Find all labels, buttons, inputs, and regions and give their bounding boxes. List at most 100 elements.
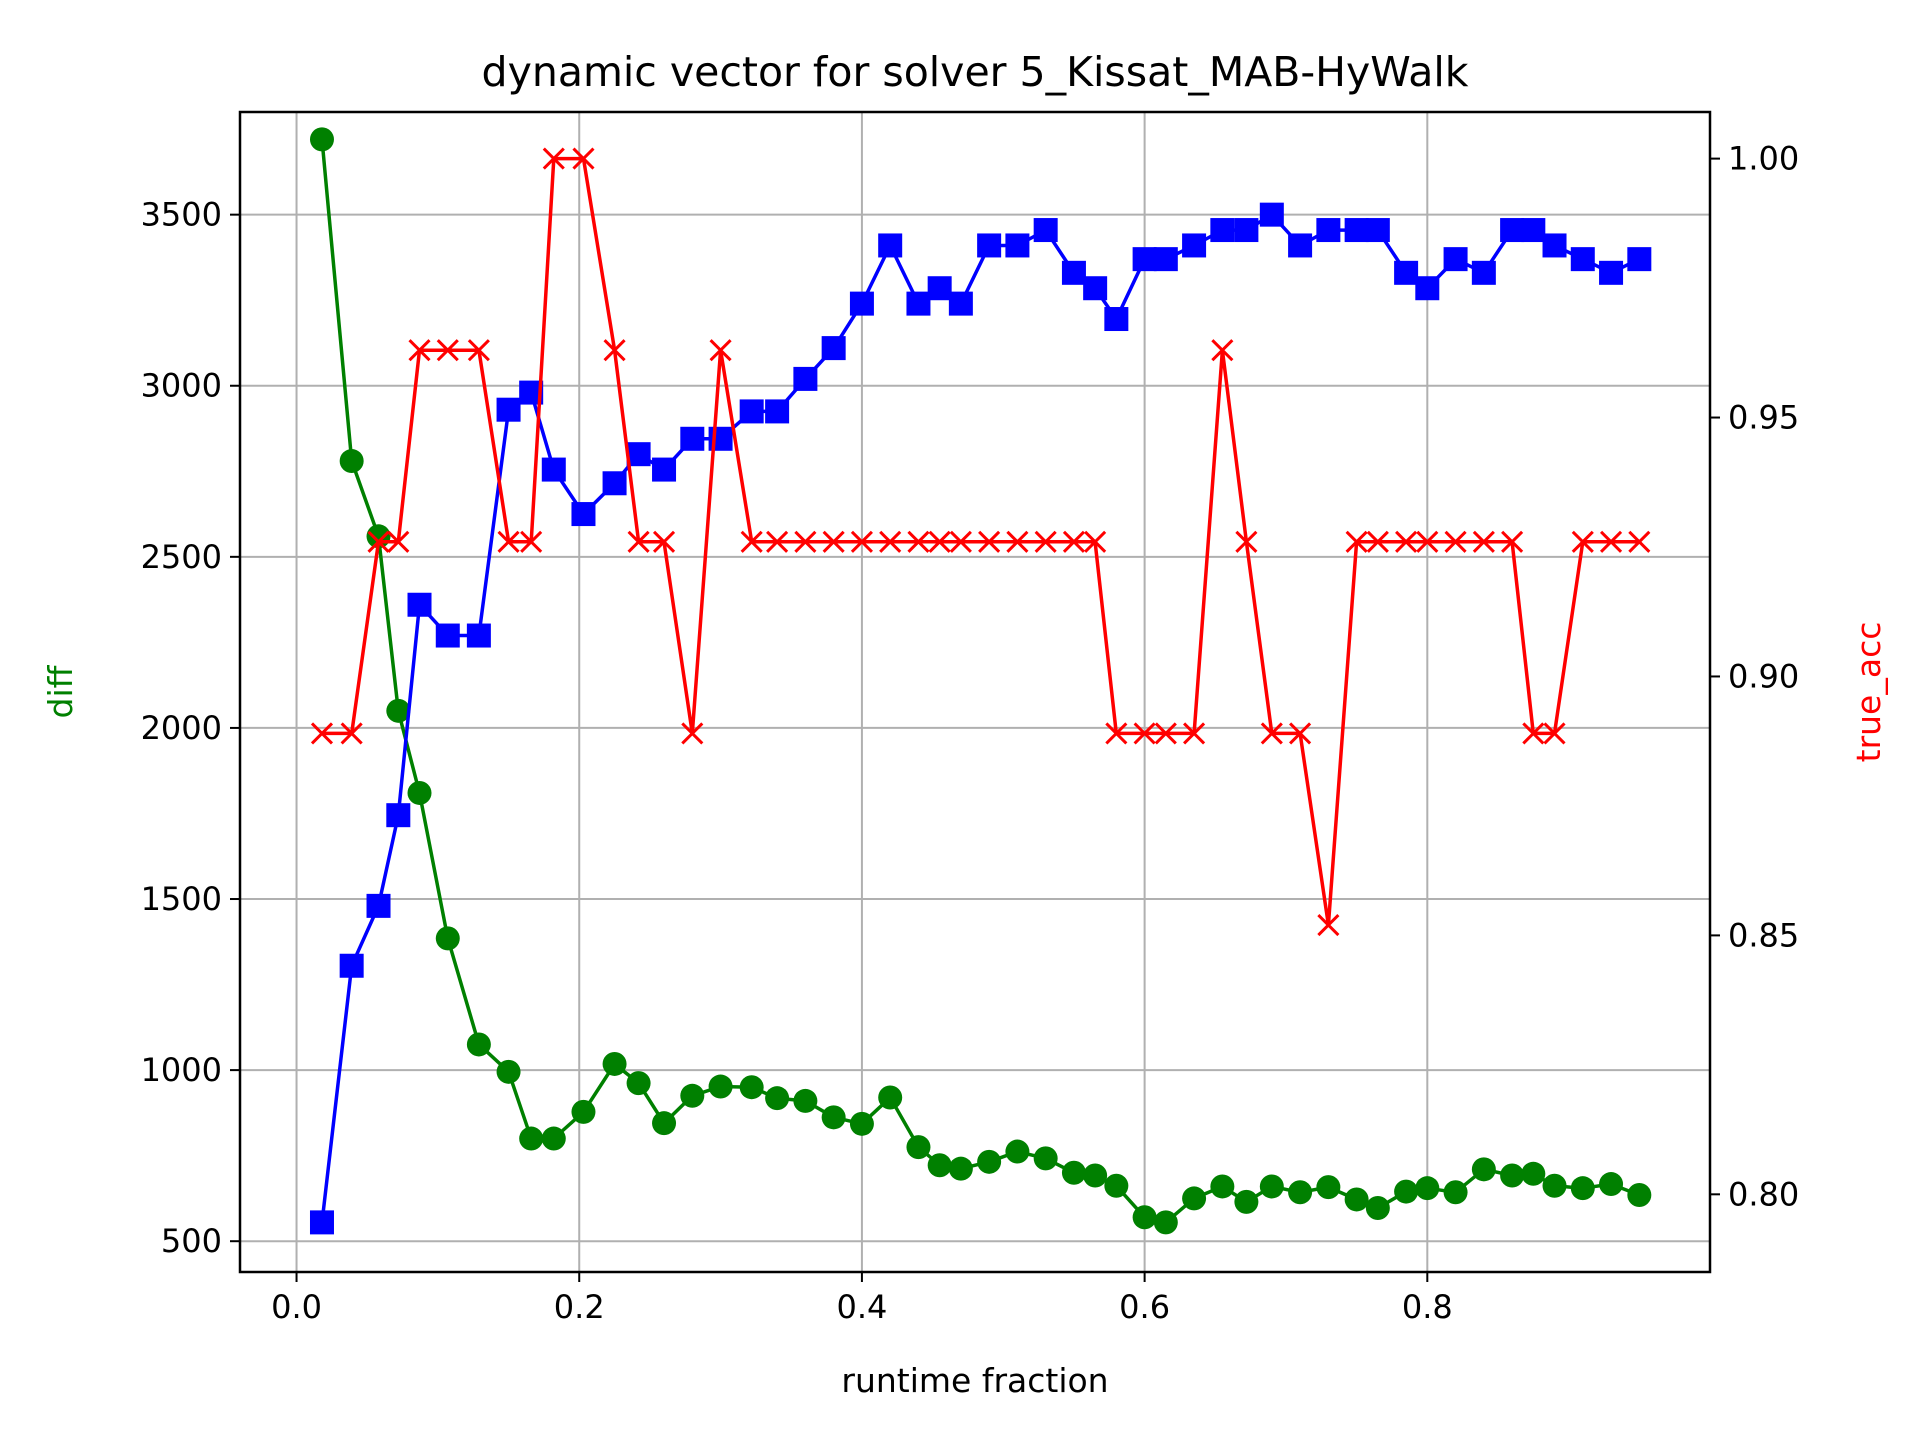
true_acc-point [1472, 530, 1495, 553]
true_acc-point [572, 147, 595, 170]
blue_series-point [1259, 202, 1284, 227]
diff-point [1061, 1160, 1086, 1185]
diff-point [821, 1105, 846, 1130]
diff-point [519, 1126, 544, 1151]
blue_series-point [309, 1210, 334, 1235]
diff-line [320, 139, 1640, 1225]
diff-point [1394, 1179, 1419, 1204]
blue_series-point [1234, 218, 1259, 243]
true_acc-point [652, 530, 676, 553]
diff-point [1132, 1205, 1157, 1230]
diff-point [739, 1075, 764, 1100]
true_acc-point [408, 339, 431, 362]
true_acc-point [1133, 722, 1156, 745]
true_acc-point [907, 530, 930, 553]
true_acc-point [1062, 530, 1086, 553]
left-y-axis-label: diff [41, 664, 80, 718]
blue_series-point [466, 623, 491, 648]
blue_series-point [386, 803, 411, 828]
blue_series-point [1542, 233, 1567, 258]
true_acc-point [520, 530, 543, 553]
blue_series-point [765, 399, 790, 424]
true_acc-point [340, 722, 363, 745]
true_acc-point [1260, 722, 1283, 745]
true_acc-point [794, 530, 817, 553]
blue_series-point [435, 623, 460, 648]
diff-point [309, 127, 334, 152]
diff-point [1259, 1174, 1284, 1199]
right-y-axis-label: true_acc [1849, 622, 1888, 763]
true_acc-point [879, 530, 902, 553]
diff-point [1316, 1175, 1341, 1200]
true_acc-point [436, 339, 459, 362]
true_acc-point [709, 339, 732, 362]
chart-title: dynamic vector for solver 5_Kissat_MAB-H… [482, 48, 1469, 96]
blue_series-point [1153, 247, 1178, 272]
diff-point [1288, 1180, 1313, 1205]
diff-point [878, 1085, 903, 1110]
blue_series-point [1083, 276, 1108, 301]
true_acc-point [542, 147, 565, 170]
blue_series-point [1627, 247, 1652, 272]
diff-point [1599, 1172, 1624, 1197]
true_acc-point [467, 339, 490, 362]
blue_series-point [1316, 218, 1341, 243]
x-axis-label: runtime fraction [841, 1361, 1108, 1400]
blue_series-point [602, 471, 627, 496]
diff-point [652, 1111, 677, 1136]
diff-point [1153, 1210, 1178, 1235]
true_acc-point [850, 530, 873, 553]
blue_series-point [1104, 307, 1129, 332]
diff-point [906, 1135, 931, 1160]
blue_series-point [652, 457, 677, 482]
diff-point [1005, 1139, 1030, 1164]
blue_series-point [496, 397, 521, 422]
true_acc-point [1395, 530, 1418, 553]
blue_series-point [1570, 247, 1595, 272]
diff-point [541, 1126, 566, 1151]
true_acc-point [978, 530, 1001, 553]
blue_series-point [366, 893, 391, 918]
blue_series-point [1182, 233, 1207, 258]
diff-point [1210, 1174, 1235, 1199]
true_acc-point [949, 530, 972, 553]
true_acc-point [1628, 530, 1651, 553]
blue_series-point [739, 399, 764, 424]
diff-point [1344, 1187, 1369, 1212]
diff-point [407, 780, 432, 805]
blue_series-point [1394, 260, 1419, 285]
diff-point [1033, 1146, 1058, 1171]
blue_series-point [1471, 260, 1496, 285]
diff-point [466, 1032, 491, 1057]
blue_series-point [1033, 218, 1058, 243]
y-right-tick-label: 0.90 [1728, 657, 1799, 695]
blue_series-point [927, 276, 952, 301]
y-right-tick-label: 1.00 [1728, 140, 1799, 178]
x-tick-label: 0.4 [836, 1288, 887, 1326]
true_acc-point [1183, 722, 1206, 745]
y-left-tick-label: 2500 [141, 538, 222, 576]
blue_series-point [1210, 218, 1235, 243]
true_acc-point [1211, 339, 1234, 362]
blue_series-point [906, 291, 931, 316]
y-left-tick-label: 2000 [141, 709, 222, 747]
true_acc-point [1006, 530, 1029, 553]
true_acc-point [1366, 530, 1389, 553]
diff-point [1570, 1176, 1595, 1201]
blue_series-point [1061, 260, 1086, 285]
true_acc-series [310, 147, 1651, 937]
diff-point [793, 1088, 818, 1113]
diff-point [927, 1153, 952, 1178]
blue_series-point [977, 233, 1002, 258]
diff-point [765, 1086, 790, 1111]
diff-point [1182, 1186, 1207, 1211]
blue_series-point [1599, 260, 1624, 285]
true_acc-point [1599, 530, 1623, 553]
diff-point [1365, 1196, 1390, 1221]
x-tick-label: 0.0 [271, 1288, 322, 1326]
diff-point [1627, 1183, 1652, 1208]
y-right-tick-label: 0.95 [1728, 399, 1799, 437]
axis-layer: 0.0 0.2 0.4 0.6 0.8 500 1000 1500 2000 2500 3000 35… [141, 140, 1800, 1326]
x-tick-label: 0.2 [554, 1288, 605, 1326]
